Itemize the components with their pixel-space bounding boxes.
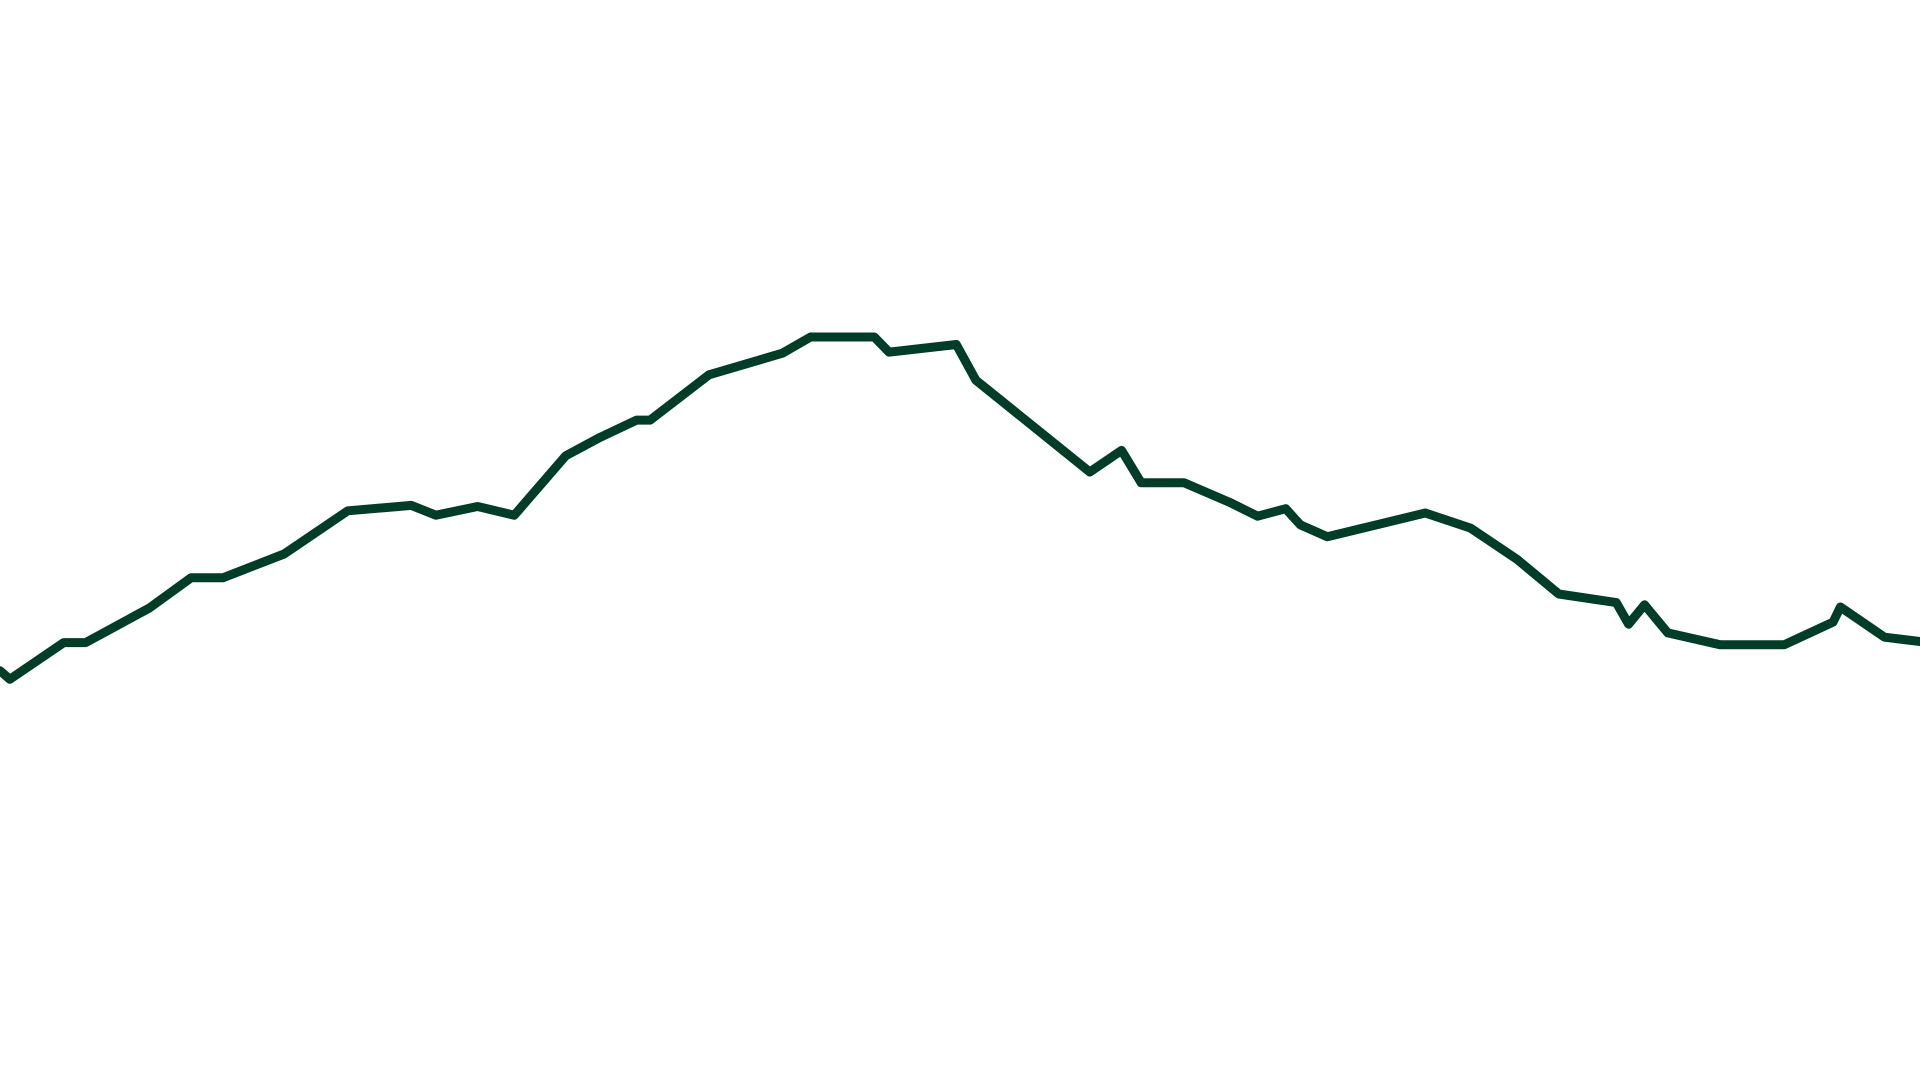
series-line bbox=[0, 332, 1920, 684]
